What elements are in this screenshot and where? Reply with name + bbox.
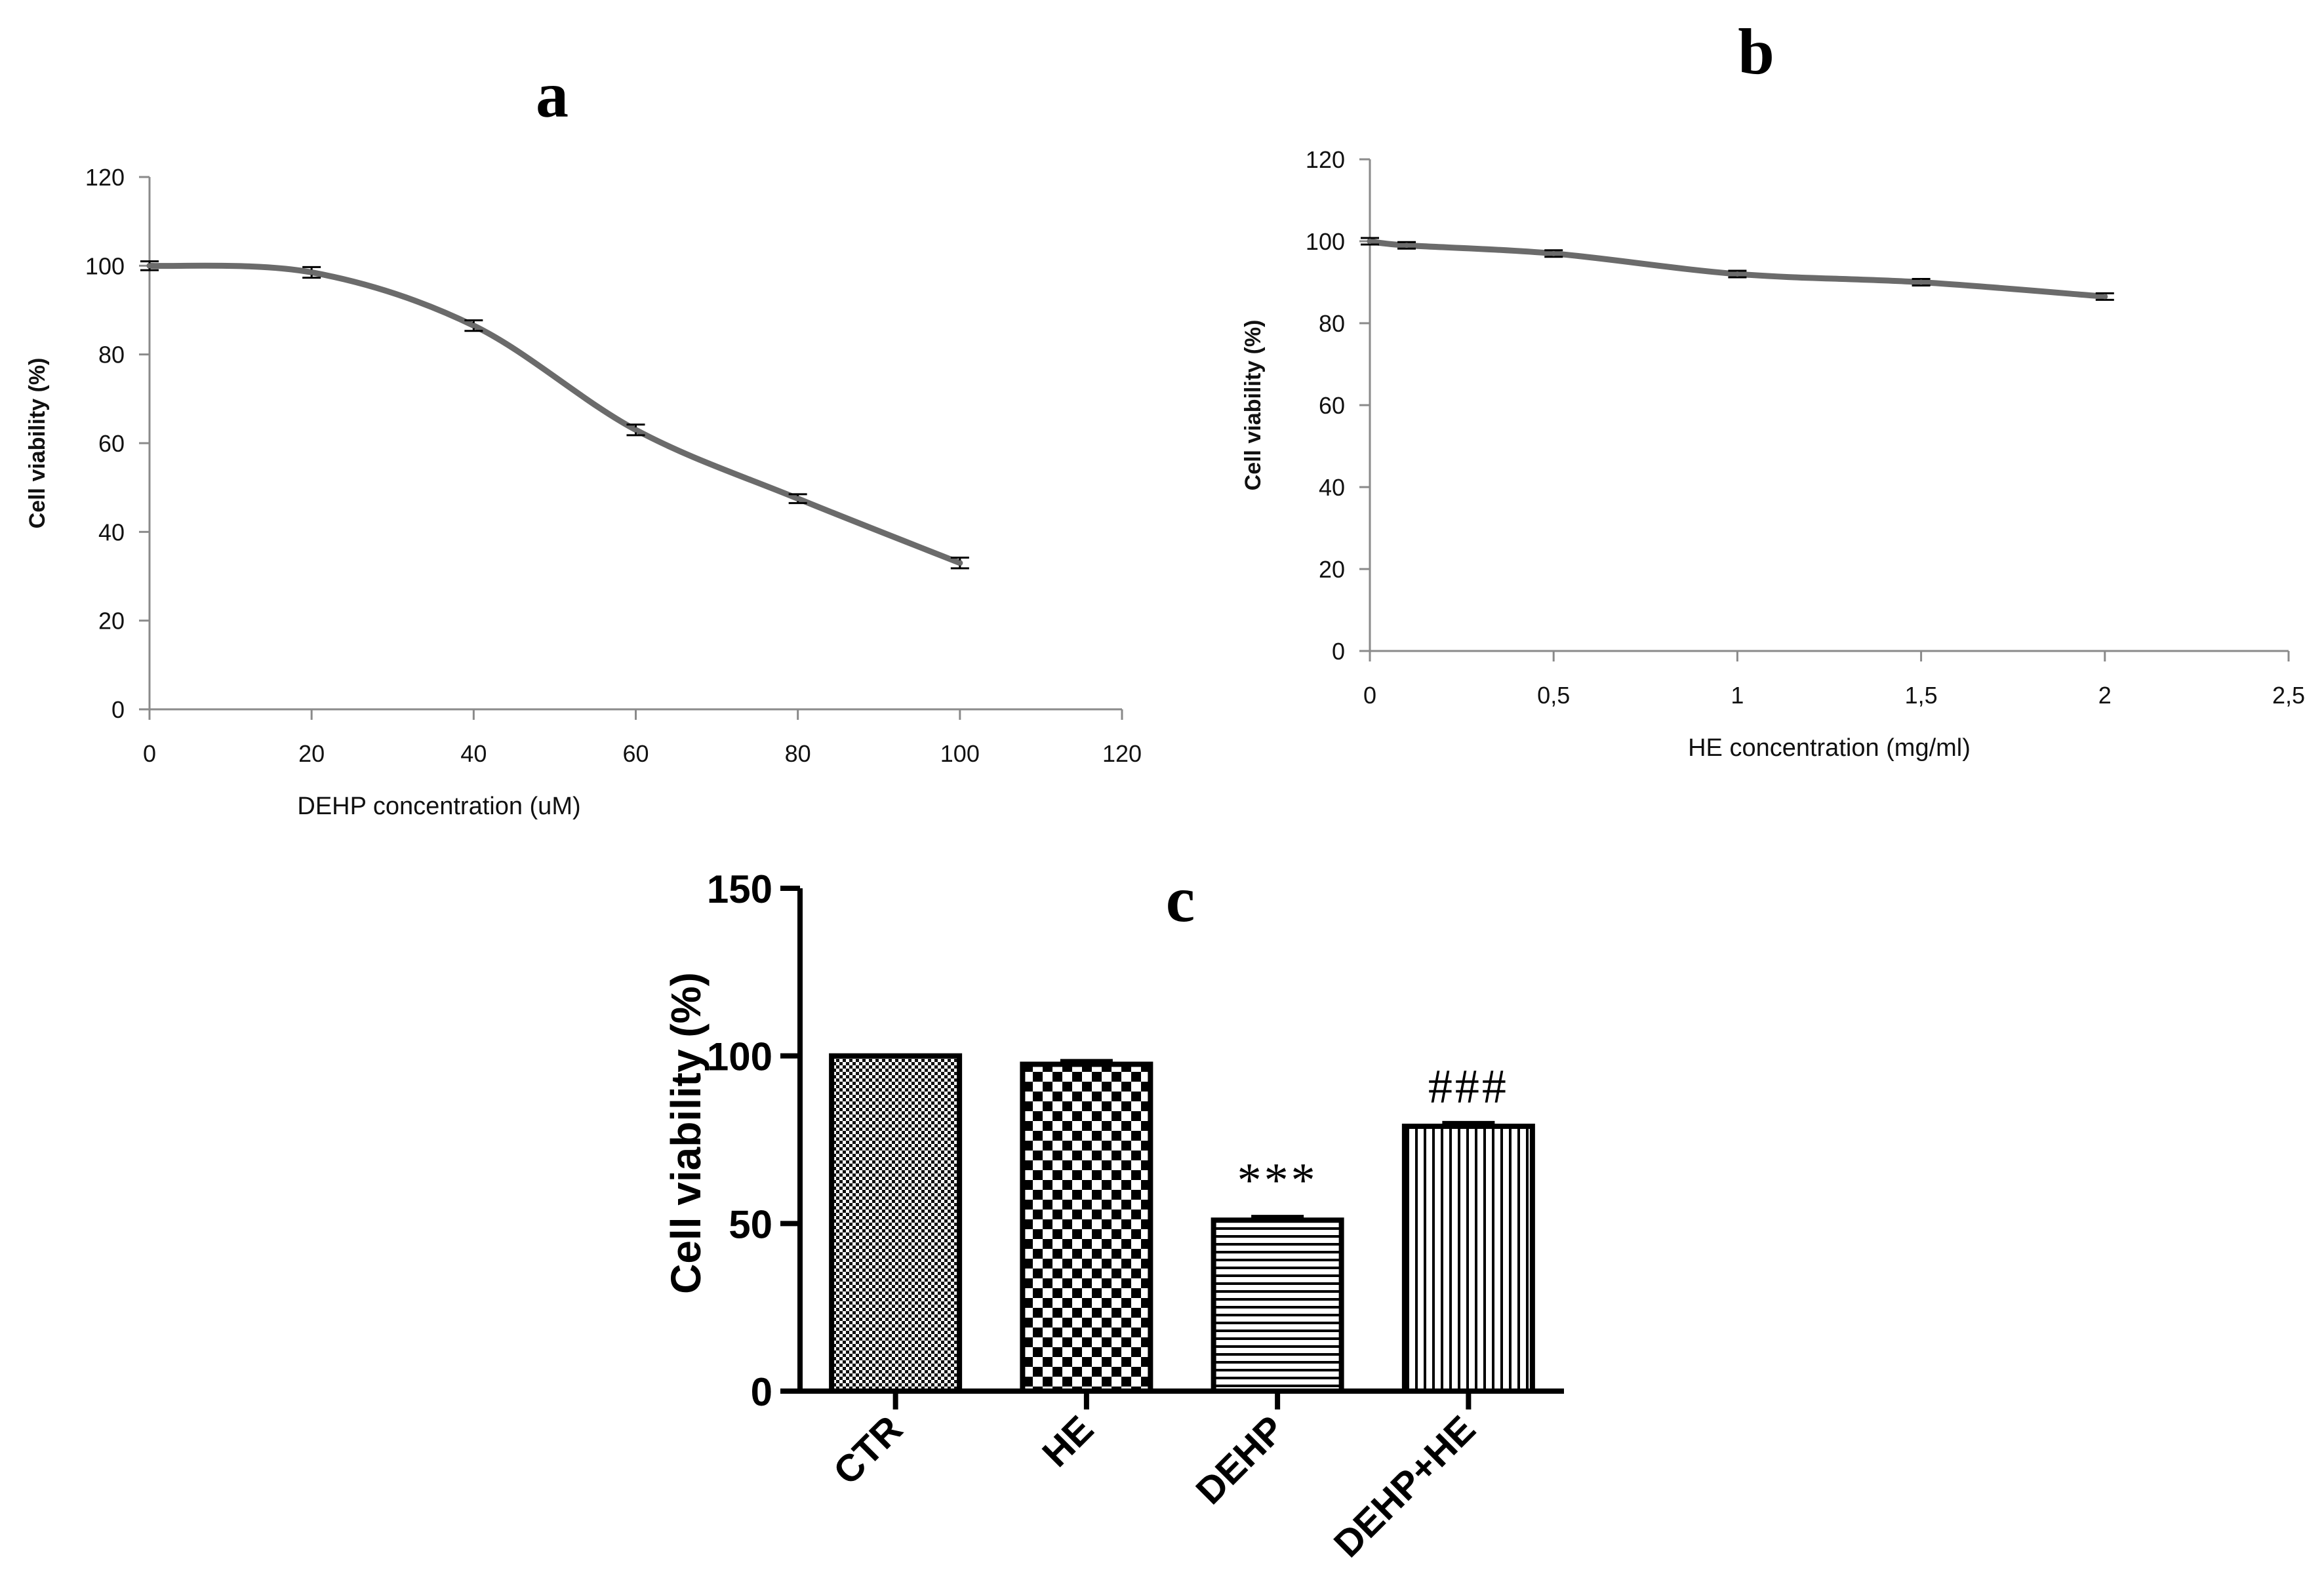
significance-annotation: ### (1428, 1060, 1509, 1114)
x-tick-label: 120 (1102, 740, 1142, 767)
data-point (2102, 294, 2108, 300)
x-tick-label: 2,5 (2272, 682, 2305, 709)
y-tick-label: 40 (1319, 474, 1345, 501)
y-tick-label: 0 (751, 1370, 772, 1414)
x-tick-label: 40 (460, 740, 487, 767)
x-tick-label: DEHP (1188, 1408, 1292, 1512)
data-point (957, 560, 963, 566)
data-series-line (1367, 238, 2108, 300)
y-tick-label: 50 (729, 1202, 772, 1246)
data-point (1734, 271, 1740, 277)
data-point (1551, 250, 1557, 256)
significance-annotation: *** (1237, 1154, 1318, 1208)
data-point (633, 427, 639, 433)
y-tick-label: 60 (98, 430, 125, 457)
x-tick-label: 20 (298, 740, 325, 767)
bar-dehp (1211, 1217, 1344, 1394)
data-point (1367, 239, 1372, 244)
data-point (471, 323, 477, 328)
x-tick-label: 0 (143, 740, 156, 767)
y-tick-label: 120 (85, 164, 125, 191)
bar-dehp-plus-he (1401, 1124, 1535, 1394)
x-tick-label: CTR (826, 1408, 911, 1493)
y-tick-label: 80 (98, 342, 125, 368)
y-axis-label: Cell viability (%) (662, 972, 710, 1294)
y-tick-label: 80 (1319, 310, 1345, 337)
data-point (147, 263, 152, 269)
y-tick-label: 150 (707, 867, 772, 911)
y-axis-label: Cell viability (%) (25, 358, 50, 529)
y-tick-label: 40 (98, 519, 125, 545)
bar-he (1020, 1061, 1153, 1394)
y-tick-label: 100 (85, 252, 125, 279)
panel-label-b: b (1738, 15, 1774, 88)
y-tick-label: 60 (1319, 392, 1345, 419)
x-tick-label: 0 (1363, 682, 1376, 709)
line-chart-panel-b: 0 20 40 60 80 100 120 0 0,5 1 1,5 2 2,5 HE concentrat… (1241, 146, 2305, 762)
data-point (1918, 279, 1924, 285)
y-tick-label: 20 (98, 608, 125, 635)
y-axis-label: Cell viability (%) (1241, 320, 1266, 491)
x-tick-label: 2 (2098, 682, 2112, 709)
x-axis-label: DEHP concentration (uM) (297, 793, 580, 820)
x-tick-label: 60 (622, 740, 649, 767)
y-tick-label: 100 (1306, 228, 1345, 255)
x-tick-label: DEHP+HE (1326, 1408, 1484, 1565)
y-tick-label: 100 (707, 1035, 772, 1079)
x-tick-label: 1,5 (1905, 682, 1938, 709)
x-tick-label: HE (1034, 1408, 1102, 1475)
x-tick-label: 100 (940, 740, 980, 767)
y-tick-label: 120 (1306, 146, 1345, 173)
panel-label-c: c (1166, 863, 1195, 935)
y-tick-label: 0 (111, 696, 125, 723)
data-point (795, 496, 801, 502)
panel-label-a: a (536, 58, 569, 131)
bar-chart-panel-c: 0 50 100 150 Cell viability (%) CTR HE DEHP *** D… (662, 867, 1564, 1565)
y-tick-label: 20 (1319, 556, 1345, 583)
y-tick-label: 0 (1332, 638, 1345, 665)
bar-ctr (829, 1053, 963, 1394)
data-point (1404, 243, 1410, 248)
x-tick-label: 0,5 (1537, 682, 1570, 709)
x-axis-label: HE concentration (mg/ml) (1688, 734, 1971, 762)
x-tick-label: 1 (1731, 682, 1744, 709)
data-series-line (146, 262, 963, 566)
data-point (309, 269, 315, 275)
x-tick-label: 80 (785, 740, 811, 767)
line-chart-panel-a: 0 20 40 60 80 100 120 0 20 40 60 80 100 120 DEHP conce… (25, 164, 1142, 820)
